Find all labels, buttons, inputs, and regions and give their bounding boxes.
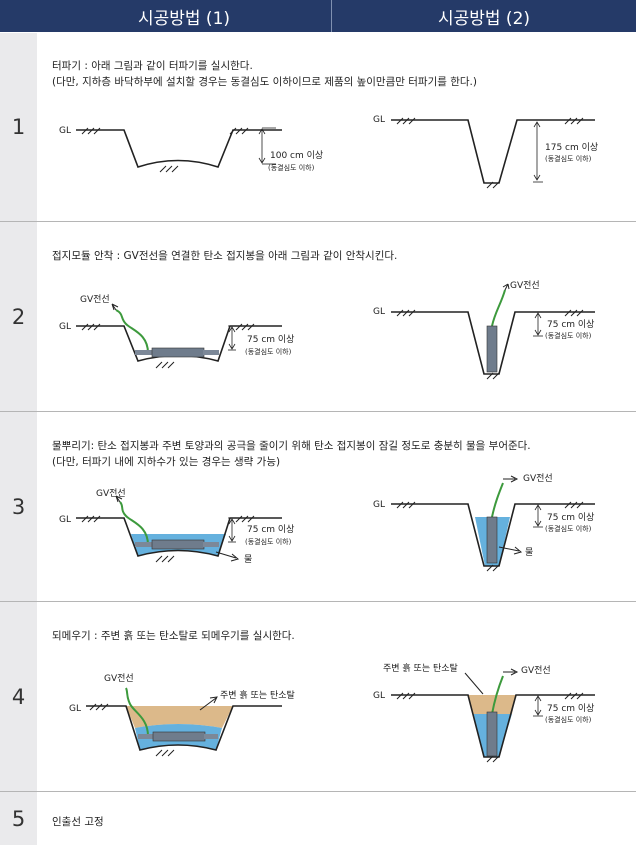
wire-label: GV전선 [510, 280, 540, 291]
gv-wire [115, 309, 149, 354]
gl-label: GL [59, 126, 71, 136]
depth-label: 75 cm 이상 [547, 319, 594, 330]
ground-hatch [81, 323, 255, 369]
step-4-diagram-right: 주변 흙 또는 탄소탈 GV전선 GL 75 cm 이상 (동결심도 이하) [373, 662, 595, 763]
ground-hatch [396, 117, 584, 189]
row-divider [0, 411, 636, 412]
description-line: 되메우기 : 주변 흙 또는 탄소탈로 되메우기를 실시한다. [52, 630, 295, 642]
step-4-diagram-left: GV전선 GL 주변 흙 또는 탄소탈 [69, 673, 295, 757]
header-method-1: 시공방법 (1) [37, 0, 332, 32]
depth-note: (동결심도 이하) [545, 524, 592, 533]
wire-label: GV전선 [523, 473, 553, 484]
step-2-description: 접지모듈 안착 : GV전선을 연결한 탄소 접지봉을 아래 그림과 같이 안착… [52, 248, 397, 264]
step-3-diagram-left: GV전선 GL 75 cm 이상 (동결심도 이하) 물 [59, 488, 294, 565]
step-number-4: 4 [0, 602, 37, 791]
step-3-diagram-right: GV전선 GL 75 cm 이상 (동결심도 이하) 물 [373, 473, 595, 572]
trench-outline [86, 705, 282, 751]
gl-label: GL [373, 115, 385, 125]
soil-label: 주변 흙 또는 탄소탈 [220, 689, 295, 701]
header-number-cell [0, 0, 37, 32]
row-divider [0, 221, 636, 222]
ground-hatch [396, 501, 584, 572]
row-divider [0, 601, 636, 602]
description-line: (다만, 터파기 내에 지하수가 있는 경우는 생략 가능) [52, 456, 281, 468]
step-number-2: 2 [0, 222, 37, 411]
gv-wire [491, 289, 506, 327]
gl-label: GL [59, 515, 71, 525]
connector [135, 350, 153, 355]
backfill-soil [468, 695, 516, 714]
step-2-diagram-right: GV전선 GL 75 cm 이상 (동결심도 이하) [373, 280, 595, 380]
step-4-description: 되메우기 : 주변 흙 또는 탄소탈로 되메우기를 실시한다. [52, 628, 295, 644]
depth-label: 75 cm 이상 [247, 524, 294, 535]
water-label: 물 [244, 554, 252, 565]
row-divider [0, 791, 636, 792]
ground-hatch [396, 692, 584, 763]
carbon-ground-rod [151, 539, 205, 550]
description-line: (다만, 지하층 바닥하부에 설치할 경우는 동결심도 이하이므로 제품의 높이… [52, 76, 477, 88]
ground-hatch [396, 309, 584, 380]
wire-label: GV전선 [104, 673, 134, 684]
gv-wire [125, 687, 149, 737]
water-pointer [498, 546, 520, 552]
description-line: 물뿌리기: 탄소 접지봉과 주변 토양과의 공극을 줄이기 위해 탄소 접지봉이… [52, 440, 531, 452]
header-method-2: 시공방법 (2) [332, 0, 636, 32]
wire-label: GV전선 [80, 294, 110, 305]
trench-outline [76, 517, 282, 557]
step-1-diagram-left: GL 100 cm 이상 (동결심도 이하) [59, 126, 323, 173]
gl-label: GL [373, 500, 385, 510]
soil-pointer [464, 672, 484, 695]
gv-wire [491, 482, 504, 518]
water-pointer [215, 551, 237, 559]
soil-label: 주변 흙 또는 탄소탈 [383, 662, 458, 674]
depth-label: 75 cm 이상 [547, 512, 594, 523]
carbon-ground-rod [486, 325, 498, 373]
ground-hatch [81, 515, 255, 563]
description-line: 터파기 : 아래 그림과 같이 터파기를 실시한다. [52, 60, 253, 72]
description-line: 접지모듈 안착 : GV전선을 연결한 탄소 접지봉을 아래 그림과 같이 안착… [52, 250, 398, 262]
step-2-diagram-left: GV전선 GL 75 cm 이상 (동결심도 이하) [59, 294, 294, 369]
gl-label: GL [59, 322, 71, 332]
water-label: 물 [525, 547, 533, 558]
step-number-5: 5 [0, 792, 37, 845]
gv-wire [491, 675, 504, 715]
carbon-ground-rod [486, 711, 498, 757]
gl-label: GL [69, 704, 81, 714]
depth-note: (동결심도 이하) [545, 331, 592, 340]
soil-pointer [199, 697, 217, 711]
step-5-description: 인출선 고정 [52, 814, 104, 830]
depth-label: 100 cm 이상 [270, 150, 323, 161]
gv-wire [119, 501, 149, 546]
ground-hatch [89, 703, 175, 757]
depth-note: (동결심도 이하) [268, 163, 315, 172]
depth-label: 175 cm 이상 [545, 142, 598, 153]
gl-label: GL [373, 691, 385, 701]
trench-outline [76, 129, 282, 168]
depth-label: 75 cm 이상 [547, 703, 594, 714]
depth-note: (동결심도 이하) [245, 537, 292, 546]
carbon-ground-rod [151, 347, 205, 358]
carbon-ground-rod [152, 731, 206, 742]
depth-note: (동결심도 이하) [545, 154, 592, 163]
description-line: 인출선 고정 [52, 816, 104, 828]
gl-label: GL [373, 307, 385, 317]
depth-note: (동결심도 이하) [245, 347, 292, 356]
wire-label: GV전선 [96, 488, 126, 499]
wire-label: GV전선 [521, 665, 551, 676]
ground-hatch [81, 127, 249, 173]
carbon-ground-rod [486, 516, 498, 564]
step-1-diagram-right: GL 175 cm 이상 (동결심도 이하) [373, 115, 598, 189]
depth-label: 75 cm 이상 [247, 334, 294, 345]
step-3-description: 물뿌리기: 탄소 접지봉과 주변 토양과의 공극을 줄이기 위해 탄소 접지봉이… [52, 438, 531, 470]
step-1-description: 터파기 : 아래 그림과 같이 터파기를 실시한다. (다만, 지하층 바닥하부… [52, 58, 477, 90]
step-number-3: 3 [0, 412, 37, 601]
step-number-1: 1 [0, 33, 37, 221]
depth-note: (동결심도 이하) [545, 715, 592, 724]
backfill-soil [126, 706, 233, 728]
